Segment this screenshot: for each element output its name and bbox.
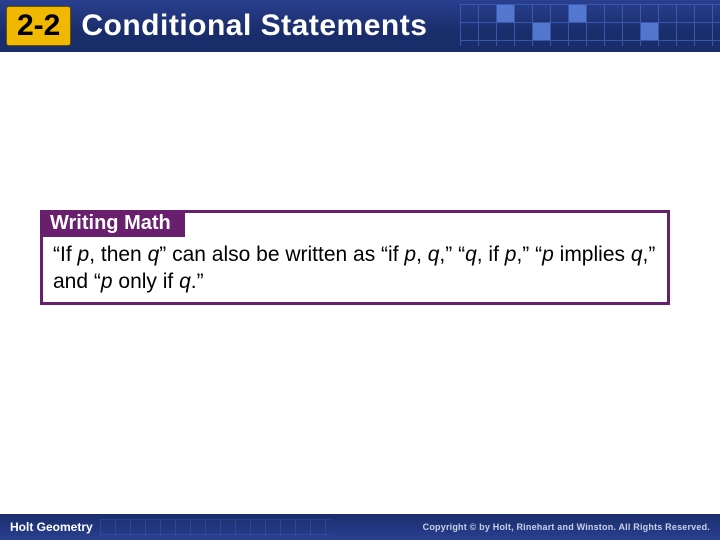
header-bar: 2-2 Conditional Statements [0, 0, 720, 52]
writing-math-callout: Writing Math “If p, then q” can also be … [40, 210, 670, 305]
header-grid-pattern [460, 4, 720, 46]
callout-label: Writing Math [40, 210, 185, 237]
footer-book-title: Holt Geometry [10, 520, 93, 534]
callout-body: “If p, then q” can also be written as “i… [43, 237, 667, 302]
footer-grid-pattern [100, 519, 330, 537]
chapter-number-badge: 2-2 [6, 6, 71, 46]
footer-bar: Holt Geometry Copyright © by Holt, Rineh… [0, 514, 720, 540]
page-title: Conditional Statements [81, 9, 427, 43]
footer-copyright: Copyright © by Holt, Rinehart and Winsto… [423, 522, 710, 532]
